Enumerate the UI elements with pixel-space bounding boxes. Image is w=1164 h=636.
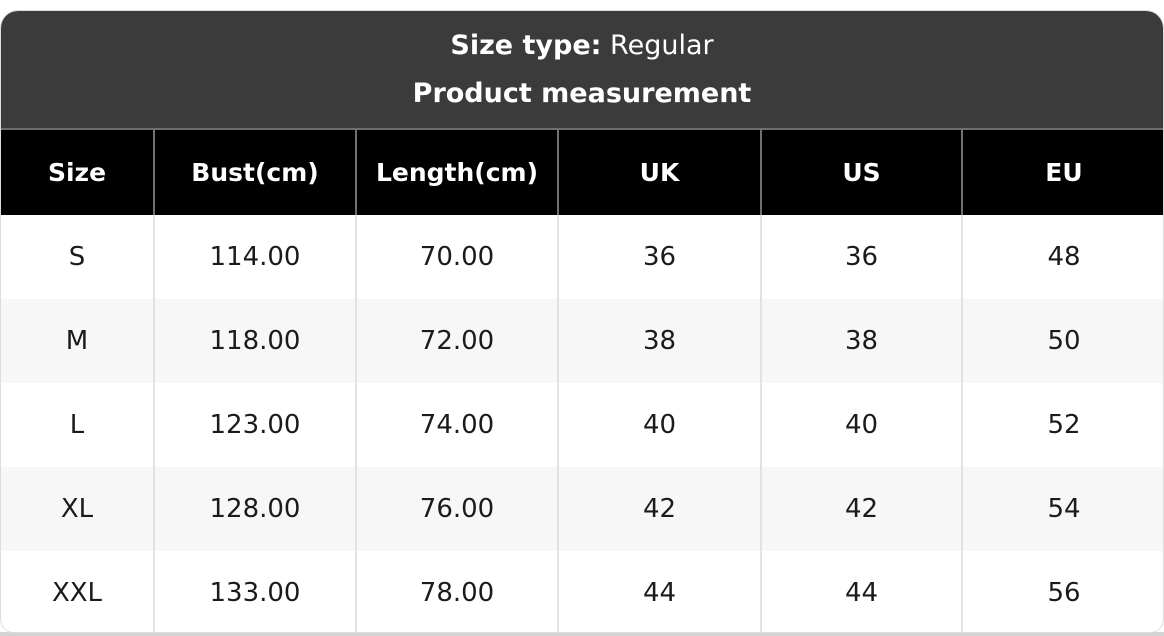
table-row: M 118.00 72.00 38 38 50 [1, 299, 1163, 383]
table-cell: 48 [961, 215, 1163, 299]
size-type-line: Size type: Regular [450, 30, 713, 61]
product-measurement-title: Product measurement [412, 78, 752, 109]
column-header-size: Size [1, 128, 154, 215]
table-cell: S [1, 215, 154, 299]
table-row: S 114.00 70.00 36 36 48 [1, 215, 1163, 299]
bottom-divider-band [0, 632, 1164, 636]
table-row: XXL 133.00 78.00 44 44 56 [1, 551, 1163, 632]
table-cell: 123.00 [153, 383, 356, 467]
table-cell: 44 [557, 551, 761, 632]
table-cell: 42 [557, 467, 761, 551]
table-cell: L [1, 383, 154, 467]
table-cell: 36 [557, 215, 761, 299]
size-type-label: Size type: [450, 29, 602, 61]
table-cell: XXL [1, 551, 154, 632]
table-cell: 74.00 [355, 383, 558, 467]
table-cell: 54 [961, 467, 1163, 551]
table-cell: 128.00 [153, 467, 356, 551]
column-header-uk: UK [557, 128, 761, 215]
table-cell: XL [1, 467, 154, 551]
column-header-us: US [760, 128, 962, 215]
table-cell: 50 [961, 299, 1163, 383]
table-cell: 36 [760, 215, 962, 299]
table-cell: 76.00 [355, 467, 558, 551]
table-row: L 123.00 74.00 40 40 52 [1, 383, 1163, 467]
table-cell: 52 [961, 383, 1163, 467]
table-cell: 70.00 [355, 215, 558, 299]
table-cell: 118.00 [153, 299, 356, 383]
table-cell: 42 [760, 467, 962, 551]
column-header-length: Length(cm) [355, 128, 558, 215]
table-cell: 78.00 [355, 551, 558, 632]
table-cell: 40 [557, 383, 761, 467]
table-cell: M [1, 299, 154, 383]
table-cell: 133.00 [153, 551, 356, 632]
size-chart-title-section: Size type: Regular Product measurement [1, 11, 1163, 128]
table-cell: 56 [961, 551, 1163, 632]
column-header-bust: Bust(cm) [153, 128, 356, 215]
table-row: XL 128.00 76.00 42 42 54 [1, 467, 1163, 551]
table-header-row: Size Bust(cm) Length(cm) UK US EU [1, 128, 1163, 215]
size-measurement-table: Size Bust(cm) Length(cm) UK US EU S 114.… [1, 128, 1163, 632]
size-type-value: Regular [610, 29, 714, 61]
table-cell: 72.00 [355, 299, 558, 383]
table-cell: 114.00 [153, 215, 356, 299]
table-cell: 44 [760, 551, 962, 632]
table-cell: 38 [557, 299, 761, 383]
table-cell: 40 [760, 383, 962, 467]
table-cell: 38 [760, 299, 962, 383]
size-chart-card: Size type: Regular Product measurement S… [0, 10, 1164, 633]
column-header-eu: EU [961, 128, 1163, 215]
